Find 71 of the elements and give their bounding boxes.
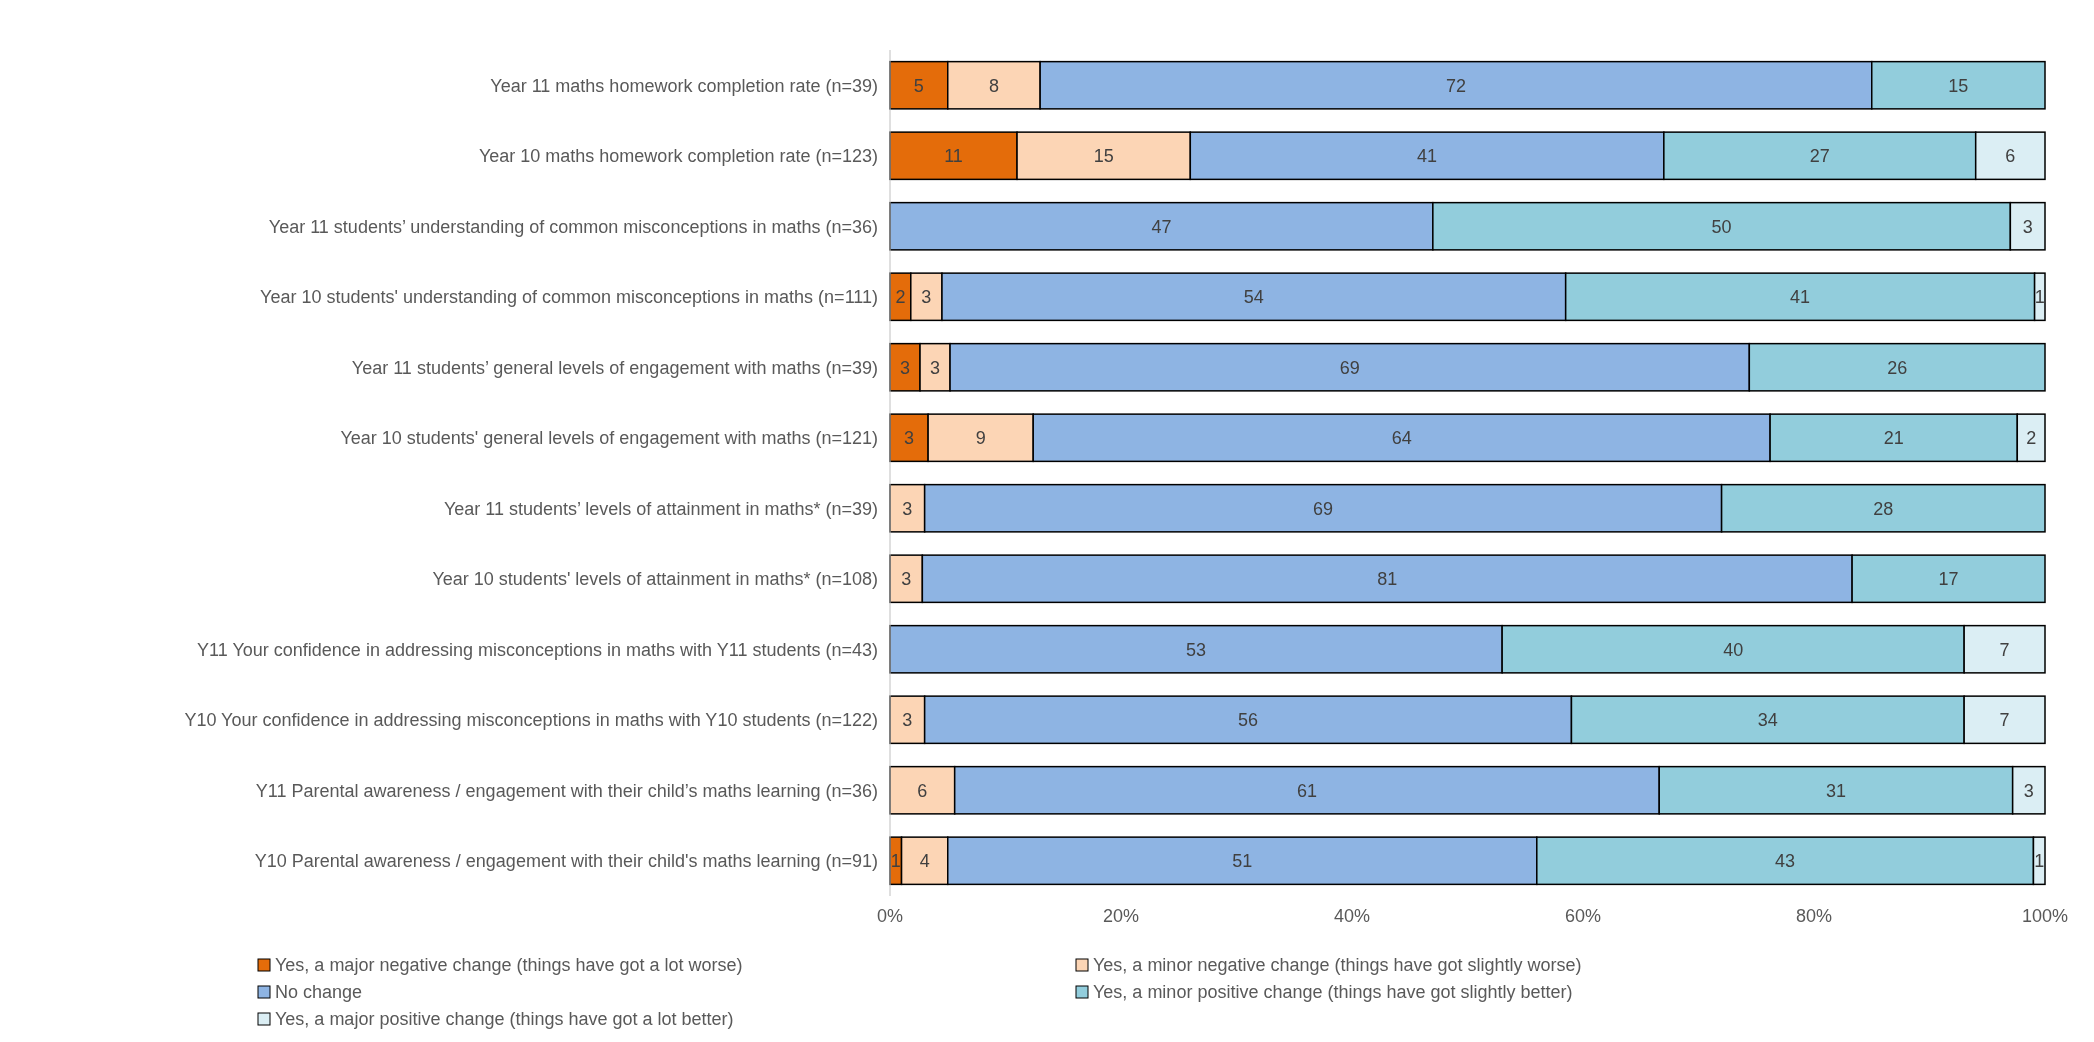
data-label: 3 [2023, 780, 2034, 801]
data-label: 7 [1999, 639, 2010, 660]
legend-label: Yes, a minor positive change (things have got slightly better) [1093, 982, 1573, 1003]
data-label: 2 [895, 287, 906, 308]
y-tick-label: Year 10 students' understanding of common misconceptions in maths (n=111) [260, 287, 878, 308]
data-label: 31 [1825, 780, 1846, 801]
data-label: 61 [1296, 780, 1317, 801]
data-label: 6 [2005, 146, 2016, 167]
data-label: 81 [1377, 569, 1398, 590]
y-tick-label: Y11 Parental awareness / engagement with their child’s maths learning (n=36) [255, 780, 878, 801]
data-label: 3 [902, 710, 913, 731]
y-tick-label: Y10 Parental awareness / engagement with their child's maths learning (n=91) [254, 851, 878, 872]
data-label: 34 [1757, 710, 1778, 731]
data-label: 6 [917, 780, 928, 801]
data-label: 3 [904, 428, 915, 449]
x-tick-label: 60% [1564, 906, 1602, 926]
data-label: 3 [930, 357, 941, 378]
x-tick-label: 100% [2021, 906, 2069, 926]
data-label: 8 [988, 75, 999, 96]
data-label: 15 [1948, 75, 1969, 96]
data-label: 53 [1186, 639, 1207, 660]
legend-label: Yes, a major negative change (things have got a lot worse) [275, 955, 743, 976]
y-tick-label: Year 10 students' general levels of engagement with maths (n=121) [340, 428, 878, 449]
data-label: 17 [1938, 569, 1959, 590]
data-label: 26 [1887, 357, 1908, 378]
data-label: 4 [919, 851, 930, 872]
x-tick-label: 20% [1102, 906, 1140, 926]
data-label: 69 [1313, 498, 1334, 519]
data-label: 3 [2022, 216, 2033, 237]
y-tick-label: Y11 Your confidence in addressing misconceptions in maths with Y11 students (n=43) [197, 639, 878, 660]
x-tick-label: 0% [876, 906, 904, 926]
data-label: 3 [900, 357, 911, 378]
data-label: 51 [1232, 851, 1253, 872]
data-label: 3 [902, 498, 913, 519]
data-label: 5 [913, 75, 924, 96]
data-label: 27 [1809, 146, 1830, 167]
data-label: 54 [1243, 287, 1264, 308]
x-tick-label: 80% [1795, 906, 1833, 926]
data-label: 9 [975, 428, 986, 449]
data-label: 7 [1999, 710, 2010, 731]
data-label: 1 [2034, 287, 2045, 308]
data-label: 1 [2034, 851, 2045, 872]
data-label: 3 [901, 569, 912, 590]
data-label: 43 [1775, 851, 1796, 872]
data-label: 3 [921, 287, 932, 308]
data-label: 41 [1417, 146, 1438, 167]
data-label: 64 [1391, 428, 1412, 449]
data-label: 50 [1711, 216, 1732, 237]
y-tick-label: Year 11 students’ understanding of common misconceptions in maths (n=36) [268, 216, 878, 237]
y-tick-label: Year 11 maths homework completion rate (n=39) [490, 75, 878, 96]
data-label: 15 [1093, 146, 1114, 167]
data-label: 1 [890, 851, 901, 872]
y-tick-label: Year 10 students' levels of attainment in maths* (n=108) [432, 569, 878, 590]
y-tick-label: Y10 Your confidence in addressing misconceptions in maths with Y10 students (n=122) [184, 710, 878, 731]
data-label: 28 [1873, 498, 1894, 519]
x-tick-label: 40% [1333, 906, 1371, 926]
data-label: 56 [1238, 710, 1259, 731]
data-label: 47 [1151, 216, 1172, 237]
y-tick-label: Year 11 students’ levels of attainment in maths* (n=39) [443, 498, 878, 519]
legend-label: Yes, a minor negative change (things have got slightly worse) [1093, 955, 1582, 976]
data-label: 41 [1790, 287, 1811, 308]
legend-label: No change [275, 982, 363, 1003]
legend-label: Yes, a major positive change (things have got a lot better) [275, 1009, 734, 1030]
data-label: 72 [1445, 75, 1466, 96]
y-tick-label: Year 11 students’ general levels of engagement with maths (n=39) [351, 357, 878, 378]
data-label: 11 [944, 146, 963, 167]
data-label: 21 [1883, 428, 1904, 449]
data-label: 40 [1723, 639, 1744, 660]
data-label: 69 [1339, 357, 1360, 378]
y-tick-label: Year 10 maths homework completion rate (n=123) [478, 146, 878, 167]
data-label: 2 [2026, 428, 2037, 449]
